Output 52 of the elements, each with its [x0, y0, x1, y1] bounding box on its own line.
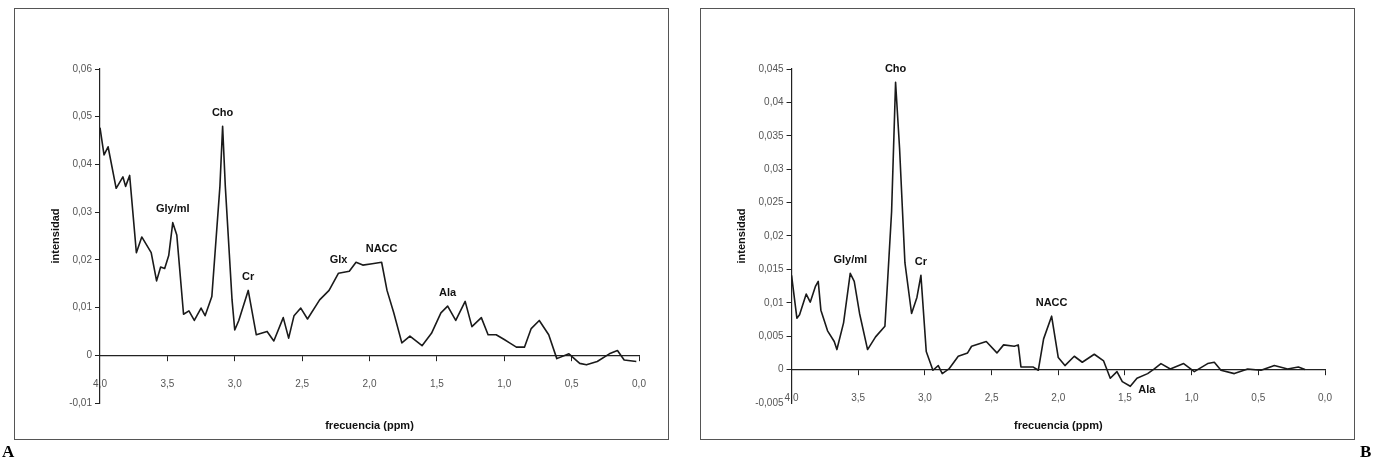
y-tick-label: 0,01 [764, 296, 784, 308]
annotation: NACC [365, 241, 398, 254]
y-tick-label: 0 [777, 363, 784, 375]
y-axis-title: intensidad [734, 208, 747, 264]
x-tick-label: 3,5 [160, 378, 175, 390]
annotation: Cr [242, 269, 256, 282]
x-tick-label: 2,0 [362, 378, 377, 390]
y-tick-label: 0,015 [758, 263, 784, 275]
y-tick-label: 0,025 [758, 196, 784, 208]
x-axis-title: frecuencia (ppm) [325, 418, 415, 431]
x-tick-label: 1,5 [1118, 392, 1133, 404]
annotation: Gly/mI [833, 252, 868, 265]
y-tick-label: 0,06 [72, 62, 93, 74]
x-tick-label: 0,0 [1318, 392, 1333, 404]
y-tick-label: 0,04 [72, 158, 93, 170]
annotation: Cr [914, 254, 928, 267]
y-tick-label: 0,02 [72, 253, 93, 265]
x-tick-label: 2,5 [295, 378, 310, 390]
annotation: Ala [1138, 383, 1157, 396]
y-tick-label: 0,035 [758, 129, 784, 141]
y-tick-label: 0,03 [72, 205, 93, 217]
annotation: Gly/mI [155, 202, 190, 215]
annotation: Glx [329, 252, 349, 265]
x-tick-label: 3,0 [917, 392, 933, 404]
y-tick-label: 0,045 [758, 62, 784, 74]
x-tick-label: 1,0 [1184, 392, 1200, 404]
x-tick-label: 1,0 [497, 378, 512, 390]
annotation: Cho [884, 61, 907, 74]
x-axis-title: frecuencia (ppm) [1013, 418, 1103, 431]
x-tick-label: 0,5 [564, 378, 580, 390]
y-tick-label: 0,04 [764, 96, 784, 108]
y-tick-label: 0,03 [764, 162, 784, 174]
annotation: Ala [439, 285, 458, 298]
y-axis-title: intensidad [48, 208, 61, 264]
y-tick-label: 0,02 [764, 229, 784, 241]
text: A [2, 442, 15, 462]
annotation: Cho [211, 105, 234, 118]
text: B [1360, 442, 1372, 462]
y-tick-label: -0,01 [69, 396, 93, 408]
y-tick-label: 0,05 [72, 110, 93, 122]
x-tick-label: 3,0 [227, 378, 243, 390]
y-tick-label: -0,005 [755, 396, 784, 408]
y-tick-label: 0,005 [758, 329, 784, 341]
annotation: NACC [1035, 295, 1068, 308]
x-tick-label: 2,5 [984, 392, 999, 404]
x-tick-label: 2,0 [1051, 392, 1066, 404]
x-tick-label: 1,5 [429, 378, 445, 390]
x-tick-label: 0,5 [1251, 392, 1266, 404]
y-tick-label: 0 [86, 349, 93, 361]
y-tick-label: 0,01 [72, 301, 93, 313]
x-tick-label: 3,5 [851, 392, 866, 404]
x-tick-label: 0,0 [632, 378, 647, 390]
